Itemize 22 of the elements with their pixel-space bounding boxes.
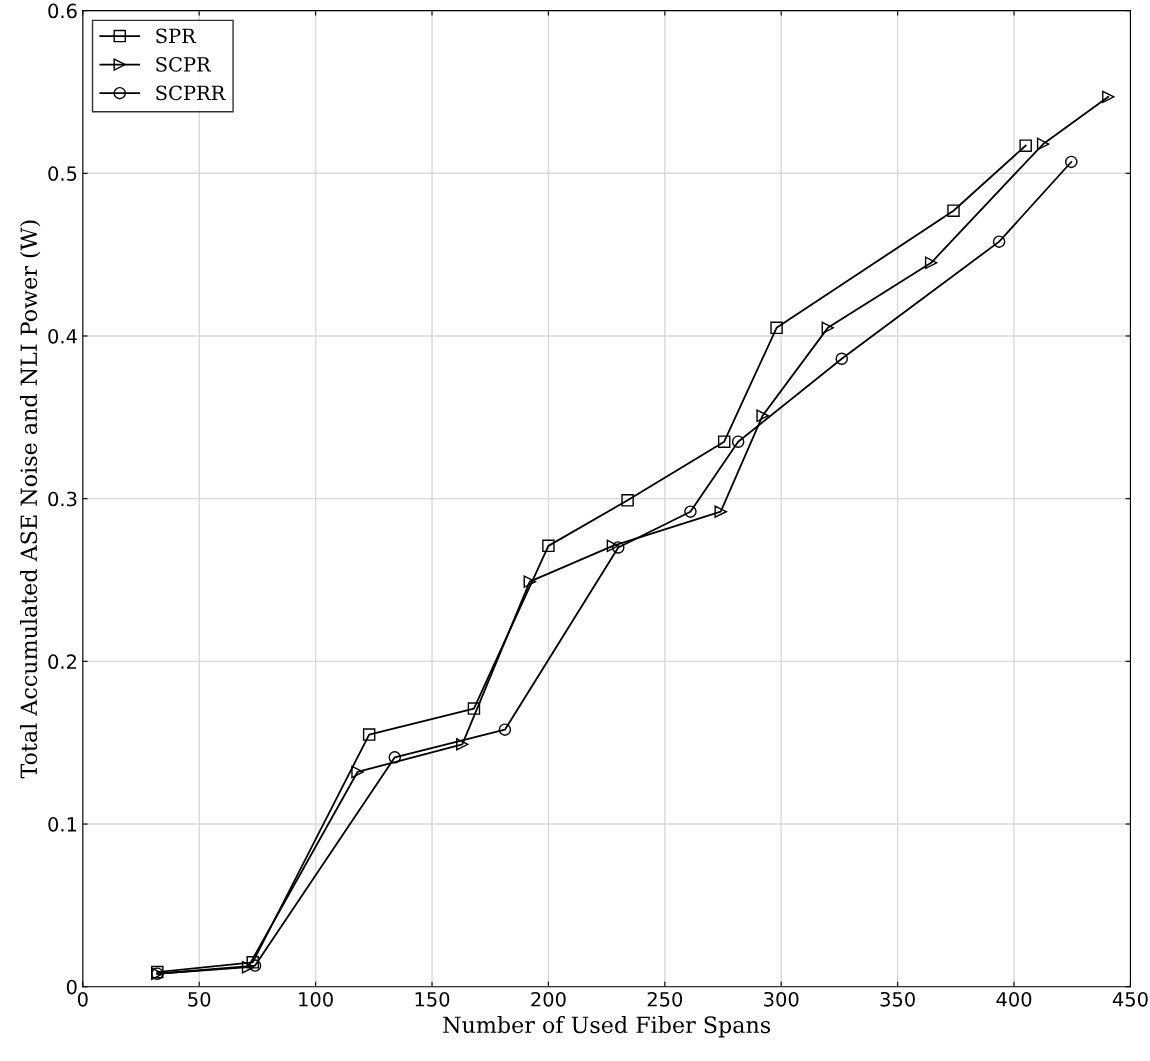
x-tick-label: 450 bbox=[1112, 991, 1148, 1007]
legend-label: SCPR bbox=[156, 56, 212, 72]
y-tick-label: 0.1 bbox=[48, 817, 77, 832]
y-tick-label: 0 bbox=[66, 979, 77, 995]
x-axis-title: Number of Used Fiber Spans bbox=[443, 1015, 771, 1038]
x-tick-label: 250 bbox=[647, 991, 683, 1007]
legend-label: SPR bbox=[156, 28, 197, 44]
x-tick-label: 400 bbox=[996, 991, 1032, 1007]
y-axis-title: Total Accumulated ASE Noise and NLI Power (W) bbox=[19, 220, 41, 779]
y-tick-label: 0.6 bbox=[48, 3, 77, 19]
x-tick-label: 350 bbox=[880, 991, 915, 1007]
y-tick-label: 0.4 bbox=[48, 328, 77, 344]
x-tick-label: 50 bbox=[188, 991, 211, 1007]
x-tick-label: 0 bbox=[77, 991, 88, 1007]
x-tick-label: 150 bbox=[415, 991, 450, 1007]
x-tick-label: 100 bbox=[299, 991, 333, 1007]
legend-label: SCPRR bbox=[156, 85, 226, 101]
y-tick-label: 0.5 bbox=[48, 166, 77, 181]
x-tick-label: 200 bbox=[531, 991, 566, 1007]
y-tick-label: 0.2 bbox=[48, 654, 76, 670]
y-tick-label: 0.3 bbox=[48, 491, 77, 507]
x-tick-label: 300 bbox=[764, 991, 799, 1007]
